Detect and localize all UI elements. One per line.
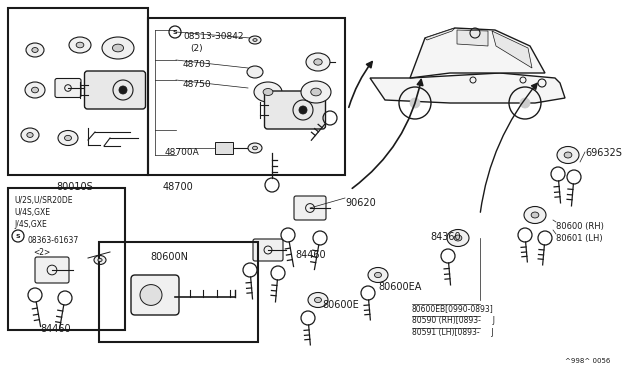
Text: (2): (2) [190, 44, 203, 53]
Circle shape [520, 98, 530, 108]
Text: 80600EA: 80600EA [378, 282, 421, 292]
Text: 84460: 84460 [295, 250, 326, 260]
Text: 48700: 48700 [163, 182, 194, 192]
FancyBboxPatch shape [253, 239, 283, 261]
Text: 48750: 48750 [183, 80, 212, 89]
Bar [8, 188, 125, 330]
Ellipse shape [531, 212, 539, 218]
Text: ^998^ 0056: ^998^ 0056 [564, 358, 610, 364]
Polygon shape [370, 73, 565, 103]
Ellipse shape [314, 297, 321, 303]
Ellipse shape [65, 135, 72, 141]
Ellipse shape [368, 267, 388, 282]
Ellipse shape [94, 256, 106, 264]
FancyBboxPatch shape [35, 257, 69, 283]
Ellipse shape [113, 44, 124, 52]
Ellipse shape [374, 272, 381, 278]
Ellipse shape [308, 292, 328, 308]
Ellipse shape [76, 42, 84, 48]
Text: 80600E: 80600E [322, 300, 359, 310]
Text: 80010S: 80010S [56, 182, 93, 192]
Text: 48703: 48703 [183, 60, 212, 69]
FancyBboxPatch shape [55, 78, 81, 97]
Text: S: S [173, 29, 177, 35]
Text: J/4S,GXE: J/4S,GXE [14, 220, 47, 229]
Text: U/2S,U/SR20DE: U/2S,U/SR20DE [14, 196, 72, 205]
FancyBboxPatch shape [264, 91, 326, 129]
Ellipse shape [564, 152, 572, 158]
Text: 84460: 84460 [40, 324, 70, 334]
Text: 08363-61637: 08363-61637 [28, 236, 79, 245]
Ellipse shape [524, 206, 546, 224]
Text: 08513-30842: 08513-30842 [183, 32, 243, 41]
Ellipse shape [98, 259, 102, 262]
Ellipse shape [314, 59, 322, 65]
Text: 48700A: 48700A [165, 148, 200, 157]
Ellipse shape [247, 66, 263, 78]
Ellipse shape [249, 36, 261, 44]
Ellipse shape [25, 82, 45, 98]
Polygon shape [492, 31, 532, 68]
Text: 84360: 84360 [430, 232, 461, 242]
Ellipse shape [306, 53, 330, 71]
Ellipse shape [102, 37, 134, 59]
Text: 80591 (LH)[0893-     J: 80591 (LH)[0893- J [412, 328, 493, 337]
Bar [148, 18, 345, 175]
Polygon shape [457, 30, 488, 46]
Text: 80600N: 80600N [150, 252, 188, 262]
Ellipse shape [140, 285, 162, 305]
FancyBboxPatch shape [84, 71, 145, 109]
Ellipse shape [557, 147, 579, 164]
Circle shape [119, 86, 127, 94]
Text: 80590 (RH)[0893-     J: 80590 (RH)[0893- J [412, 316, 495, 325]
Text: 80600 (RH): 80600 (RH) [556, 222, 604, 231]
Ellipse shape [253, 146, 257, 150]
Text: S: S [16, 234, 20, 238]
Polygon shape [425, 28, 455, 40]
Ellipse shape [32, 48, 38, 52]
Text: 69632S: 69632S [585, 148, 622, 158]
Ellipse shape [58, 131, 78, 145]
Ellipse shape [263, 89, 273, 96]
Ellipse shape [21, 128, 39, 142]
Ellipse shape [311, 88, 321, 96]
Circle shape [410, 98, 420, 108]
Ellipse shape [454, 235, 462, 241]
Text: 90620: 90620 [345, 198, 376, 208]
Polygon shape [410, 28, 545, 78]
Ellipse shape [26, 43, 44, 57]
Circle shape [299, 106, 307, 114]
Text: 80601 (LH): 80601 (LH) [556, 234, 603, 243]
Text: U/4S,GXE: U/4S,GXE [14, 208, 50, 217]
Text: 80600EB[0990-0893]: 80600EB[0990-0893] [412, 304, 493, 313]
Ellipse shape [69, 37, 91, 53]
Bar [8, 8, 148, 175]
Ellipse shape [31, 87, 38, 93]
Ellipse shape [248, 143, 262, 153]
Bar [99, 242, 258, 342]
Bar [215, 142, 233, 154]
FancyBboxPatch shape [131, 275, 179, 315]
Ellipse shape [27, 132, 33, 137]
FancyBboxPatch shape [294, 196, 326, 220]
Ellipse shape [301, 81, 331, 103]
Ellipse shape [447, 230, 469, 247]
Ellipse shape [253, 39, 257, 41]
Text: <2>: <2> [33, 248, 51, 257]
Ellipse shape [254, 82, 282, 102]
